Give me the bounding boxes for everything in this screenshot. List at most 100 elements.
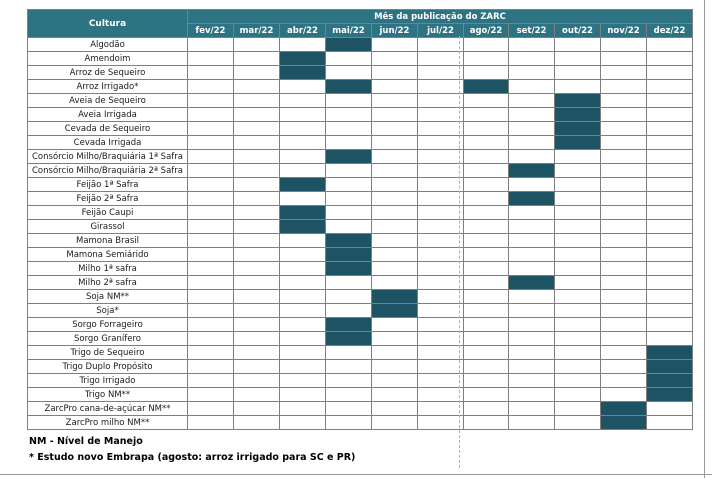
publication-cell (371, 373, 418, 388)
publication-cell (233, 289, 280, 304)
publication-cell (325, 275, 372, 290)
publication-cell (600, 149, 647, 164)
month-header: jul/22 (417, 23, 464, 38)
publication-cell (371, 359, 418, 374)
month-header: mai/22 (325, 23, 372, 38)
publication-cell (508, 289, 555, 304)
publication-cell (508, 65, 555, 80)
publication-cell (371, 261, 418, 276)
table-row: Feijão 2ª Safra (27, 191, 693, 206)
publication-cell (417, 415, 464, 430)
crop-label: Consórcio Milho/Braquiária 2ª Safra (27, 163, 188, 178)
publication-cell (554, 37, 601, 52)
table-row: Arroz Irrigado* (27, 79, 693, 94)
publication-cell (554, 387, 601, 402)
publication-cell (325, 93, 372, 108)
publication-cell (554, 275, 601, 290)
publication-cell (463, 247, 509, 262)
month-header: abr/22 (279, 23, 326, 38)
publication-cell (233, 219, 280, 234)
crop-label: Arroz de Sequeiro (27, 65, 188, 80)
publication-cell (325, 401, 372, 416)
publication-cell (417, 177, 464, 192)
publication-cell (463, 149, 509, 164)
publication-cell (371, 415, 418, 430)
publication-cell (600, 65, 647, 80)
publication-cell (646, 121, 693, 136)
publication-cell (508, 247, 555, 262)
publication-cell (554, 261, 601, 276)
publication-cell (417, 247, 464, 262)
crop-label: ZarcPro milho NM** (27, 415, 188, 430)
publication-cell (463, 37, 509, 52)
publication-cell (233, 79, 280, 94)
table-row: Girassol (27, 219, 693, 234)
publication-cell (417, 345, 464, 360)
crop-label: Girassol (27, 219, 188, 234)
table-row: Consórcio Milho/Braquiária 2ª Safra (27, 163, 693, 178)
publication-cell (233, 247, 280, 262)
publication-cell (554, 359, 601, 374)
publication-cell (325, 65, 372, 80)
publication-cell (371, 121, 418, 136)
crop-label: Cevada de Sequeiro (27, 121, 188, 136)
publication-cell (371, 331, 418, 346)
publication-cell (187, 79, 234, 94)
publication-cell (325, 51, 372, 66)
publication-cell (463, 359, 509, 374)
publication-cell (233, 205, 280, 220)
publication-cell-filled (646, 359, 693, 374)
publication-cell (187, 191, 234, 206)
table-row: Arroz de Sequeiro (27, 65, 693, 80)
publication-cell (233, 93, 280, 108)
publication-cell (279, 37, 326, 52)
month-header: dez/22 (646, 23, 693, 38)
publication-cell (325, 345, 372, 360)
publication-cell (600, 373, 647, 388)
publication-cell-filled (646, 387, 693, 402)
publication-cell (508, 387, 555, 402)
table-row: Algodão (27, 37, 693, 52)
publication-cell (325, 289, 372, 304)
publication-cell-filled (325, 317, 372, 332)
publication-cell-filled (325, 233, 372, 248)
publication-cell (463, 205, 509, 220)
publication-cell (417, 107, 464, 122)
publication-cell (233, 331, 280, 346)
publication-cell (279, 289, 326, 304)
publication-cell-filled (600, 415, 647, 430)
publication-cell (187, 65, 234, 80)
publication-cell (600, 275, 647, 290)
publication-cell (279, 107, 326, 122)
publication-cell (371, 205, 418, 220)
table-row: Aveia de Sequeiro (27, 93, 693, 108)
publication-cell (187, 233, 234, 248)
publication-cell (554, 401, 601, 416)
crop-label: Trigo de Sequeiro (27, 345, 188, 360)
publication-cell-filled (371, 289, 418, 304)
table-row: Soja* (27, 303, 693, 318)
publication-cell (646, 37, 693, 52)
publication-cell-filled (325, 79, 372, 94)
publication-cell (508, 107, 555, 122)
publication-cell (554, 303, 601, 318)
publication-cell (371, 247, 418, 262)
publication-cell (417, 65, 464, 80)
publication-cell (508, 303, 555, 318)
publication-cell (371, 275, 418, 290)
publication-cell (417, 387, 464, 402)
publication-cell (279, 317, 326, 332)
publication-cell-filled (600, 401, 647, 416)
publication-cell (463, 289, 509, 304)
publication-cell (508, 149, 555, 164)
publication-cell (463, 415, 509, 430)
crop-label: Soja* (27, 303, 188, 318)
publication-cell (371, 79, 418, 94)
publication-cell (279, 93, 326, 108)
publication-cell (417, 233, 464, 248)
publication-cell (646, 303, 693, 318)
table-row: Aveia Irrigada (27, 107, 693, 122)
publication-cell (646, 149, 693, 164)
publication-cell (325, 373, 372, 388)
publication-cell (600, 79, 647, 94)
